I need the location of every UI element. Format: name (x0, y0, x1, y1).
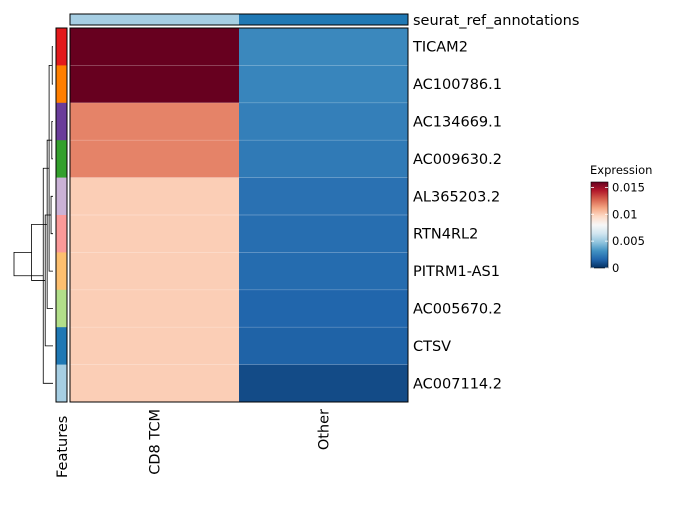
row-labels: TICAM2 AC100786.1 AC134669.1 AC009630.2 AL36… (412, 40, 502, 393)
legend-tick-label: 0.01 (612, 207, 638, 221)
row-label: RTN4RL2 (413, 227, 478, 243)
dendrogram-branch (48, 65, 53, 272)
row-annotation-cell (56, 252, 67, 291)
row-label: CTSV (413, 339, 451, 355)
heatmap-cell (70, 65, 240, 104)
row-label: AL365203.2 (413, 189, 500, 205)
legend-ticks: 0 0.005 0.01 0.015 (591, 180, 645, 275)
row-annotation-cell (56, 364, 67, 403)
row-annotation-cell (56, 140, 67, 178)
column-annotation-cell (70, 14, 239, 25)
row-label: AC007114.2 (413, 376, 502, 392)
heatmap-cell (239, 364, 409, 403)
row-annotation-cell (56, 289, 67, 328)
row-annotation-cell (56, 65, 67, 104)
heatmap-border (69, 27, 409, 403)
heatmap-cell (70, 177, 240, 216)
heatmap-cell (239, 102, 409, 141)
legend-title: Expression (590, 163, 652, 177)
row-annotation-cell (56, 28, 67, 66)
row-annotation-cell (56, 177, 67, 216)
row-annotation-cell (56, 327, 67, 365)
row-annotation-cell (56, 215, 67, 253)
column-annotation-border (69, 13, 409, 26)
expression-legend: Expression 0 0.005 0.01 0.015 (590, 163, 652, 275)
dendrogram-branch (51, 121, 53, 160)
dendrogram-branch (42, 167, 53, 384)
heatmap-cell (239, 65, 409, 104)
row-label: PITRM1-AS1 (413, 264, 500, 280)
column-annotation-bar (69, 13, 409, 26)
legend-colorbar (590, 181, 609, 269)
column-annotation-label: seurat_ref_annotations (413, 13, 579, 29)
heatmap-cell (239, 28, 409, 66)
row-label: AC134669.1 (413, 115, 502, 131)
row-annotation-border (55, 27, 68, 403)
column-label: Other (317, 409, 333, 450)
row-label: AC100786.1 (413, 77, 502, 93)
row-dendrogram (13, 46, 53, 384)
legend-tick-label: 0 (612, 261, 619, 275)
heatmap-cell (70, 364, 240, 403)
row-label: AC009630.2 (413, 152, 502, 168)
heatmap-cell (70, 28, 240, 66)
legend-tick-label: 0.005 (612, 234, 645, 248)
heatmap-cell (239, 215, 409, 253)
heatmap-cell (70, 102, 240, 141)
heatmap-cell (70, 327, 240, 365)
dendrogram-branch (13, 252, 44, 277)
heatmap-cell (239, 289, 409, 328)
heatmap-cell (70, 252, 240, 291)
heatmap-cell (239, 252, 409, 291)
row-label: AC005670.2 (413, 302, 502, 318)
heatmap-cell (70, 289, 240, 328)
row-annotation-label: Features (55, 416, 71, 478)
heatmap-cell (70, 140, 240, 178)
dendrogram-branch (51, 46, 53, 85)
column-label: CD8 TCM (148, 409, 164, 475)
heatmap-cell (239, 327, 409, 365)
dendrogram-branch (50, 195, 53, 235)
column-annotation-cell (239, 14, 408, 25)
heatmap-cell (239, 140, 409, 178)
legend-tick-label: 0.015 (612, 180, 645, 194)
heatmap-cell (70, 215, 240, 253)
row-annotation-cell (56, 102, 67, 141)
heatmap-cell (239, 177, 409, 216)
column-labels: CD8 TCM Other (148, 409, 333, 475)
dendrogram-branch (46, 139, 53, 309)
heatmap-body (69, 27, 409, 403)
row-label: TICAM2 (412, 40, 468, 56)
row-annotation-bar (55, 27, 68, 403)
